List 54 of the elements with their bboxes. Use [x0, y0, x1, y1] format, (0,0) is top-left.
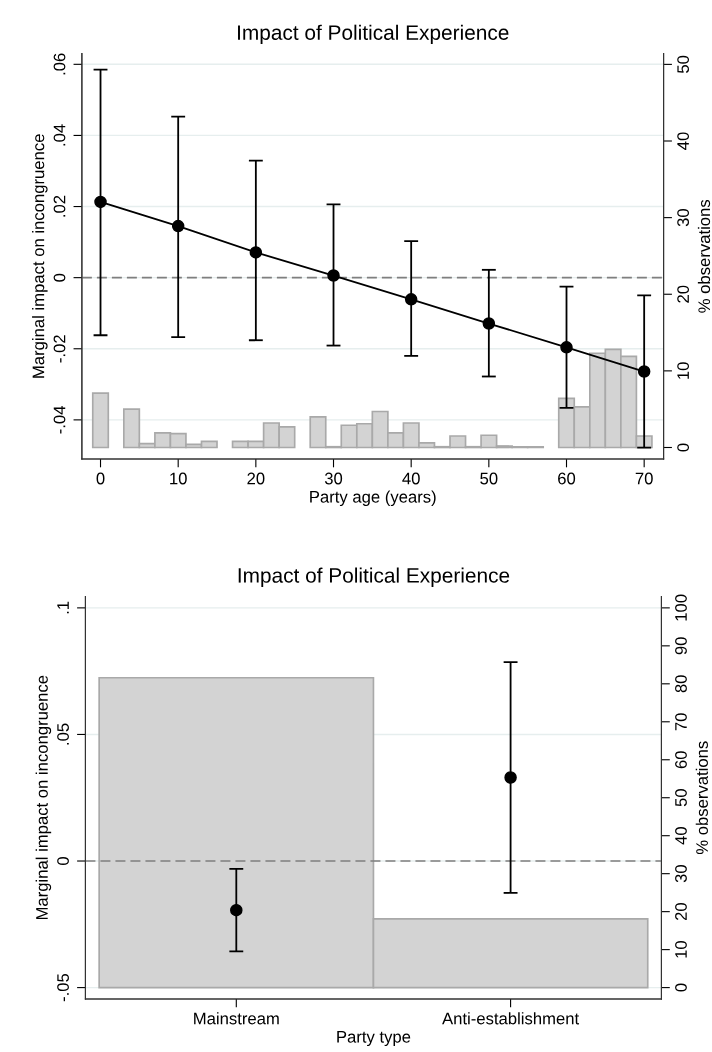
y2-tick-label: 0 [677, 443, 690, 452]
y-axis-title: Marginal impact on incongruence [32, 134, 48, 378]
y-tick-label: 0 [57, 857, 69, 865]
y2-axis-title: % observations [695, 741, 708, 855]
y2-tick-label: 10 [677, 362, 690, 379]
point [171, 219, 185, 233]
x-tick-label: 50 [480, 472, 498, 485]
x-tick-label: 30 [324, 472, 343, 485]
x-axis-title: Party type [337, 1031, 411, 1047]
y-axis-title: Marginal impact on incongruence [35, 675, 52, 920]
x-tick-label: 10 [170, 472, 187, 485]
y2-tick-label: 90 [675, 637, 687, 655]
y2-tick-label: 20 [675, 903, 687, 921]
y2-tick-label: 30 [677, 209, 690, 227]
y-tick-label: .1 [57, 601, 69, 614]
y-tick-label: 0 [53, 273, 66, 282]
y-tick-label: .05 [57, 723, 69, 745]
x-axis-title: Party age (years) [310, 490, 436, 507]
point [404, 293, 418, 306]
chart-title: Impact of Political Experience [238, 567, 510, 587]
y2-tick-label: 40 [675, 827, 687, 845]
x-tick-label: 20 [247, 472, 265, 485]
x-tick-label: Mainstream [194, 1012, 279, 1025]
y-tick-label: .02 [53, 195, 66, 217]
y2-tick-label: 50 [677, 55, 690, 73]
y2-tick-label: 50 [675, 789, 687, 807]
point [637, 365, 651, 378]
x-tick-label: Anti-establishment [442, 1012, 580, 1025]
y2-axis-title: % observations [697, 199, 711, 313]
y2-tick-label: 60 [675, 751, 687, 769]
y2-tick-label: 40 [677, 132, 690, 150]
point [327, 269, 340, 282]
x-tick-label: 40 [402, 472, 420, 485]
y2-tick-label: 20 [677, 285, 690, 303]
y-tick-label: .06 [53, 53, 66, 75]
x-tick-label: 0 [96, 472, 105, 485]
point [560, 341, 573, 354]
x-tick-label: 60 [558, 472, 576, 485]
bar [91, 392, 110, 449]
y-tick-label: -.04 [53, 406, 66, 434]
chart-title: Impact of Political Experience [238, 24, 509, 45]
y2-tick-label: 70 [675, 713, 687, 731]
y2-tick-label: 80 [675, 675, 687, 693]
y-tick-label: .04 [53, 124, 66, 146]
y-tick-label: -.02 [53, 335, 66, 363]
point [94, 195, 107, 209]
point [249, 246, 263, 259]
y-tick-label: -.05 [57, 973, 69, 1002]
y2-tick-label: 10 [675, 941, 687, 958]
y2-tick-label: 0 [675, 983, 687, 992]
point [482, 317, 496, 330]
y2-tick-label: 30 [675, 865, 687, 883]
y2-tick-label: 100 [675, 594, 687, 621]
x-tick-label: 70 [635, 472, 653, 485]
